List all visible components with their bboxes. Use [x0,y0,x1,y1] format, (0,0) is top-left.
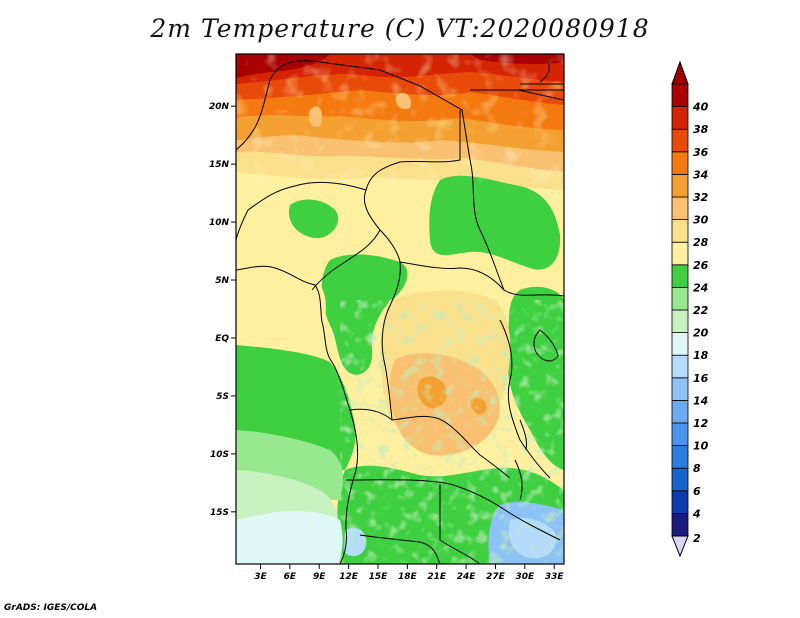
colorbar-label: 10 [693,440,709,453]
colorbar-swatch [671,490,689,514]
lon-tick-label: 15E [369,572,389,582]
country-borders [236,60,564,564]
colorbar-swatch [671,445,689,469]
colorbar-label: 24 [693,281,708,294]
colorbar-swatch [671,399,689,424]
colorbar-label: 6 [693,485,701,498]
texture-green [340,300,564,564]
colorbar-swatch [671,513,689,537]
contour-22-24-north [429,175,561,270]
colorbar-swatch [671,196,689,221]
map-frame [235,53,565,565]
colorbar-label: 12 [693,417,709,430]
lon-tick-label: 6E [284,572,297,582]
lat-tick-label: EQ [215,334,229,344]
colorbar-label: 32 [693,191,709,204]
colorbar-label: 4 [692,507,701,520]
colorbar-swatch [671,241,689,266]
lon-tick-label: 18E [398,572,418,582]
colorbar-over-arrow [671,60,689,85]
colorbar-label: 34 [693,168,708,181]
grads-credit: GrADS: IGES/COLA [4,603,98,613]
lat-tick-label: 10N [209,218,230,228]
colorbar-swatch [671,83,689,108]
texture-north [236,54,564,184]
colorbar-label: 26 [693,259,709,272]
lat-tick-label: 15N [209,160,230,170]
colorbar-label: 18 [693,349,709,362]
colorbar-swatch [671,151,689,175]
colorbar-label: 28 [693,236,709,249]
colorbar-label: 38 [693,123,709,136]
lon-tick-label: 9E [313,572,326,582]
lon-tick-label: 27E [486,572,506,582]
colorbar-swatch [671,219,689,243]
ocean-16-18 [236,510,343,564]
colorbar-swatch [671,106,689,130]
colorbar-swatch [671,422,689,447]
colorbar-label: 36 [693,146,709,159]
lon-tick-label: 21E [427,572,447,582]
lat-tick-label: 15S [210,508,229,518]
contour-22-24-west [288,199,339,239]
colorbar-swatch [671,286,689,311]
colorbar-swatch [671,128,689,153]
map-title: 2m Temperature (C) VT:2020080918 [150,14,650,43]
map-plot-area [236,54,564,564]
colorbar-label: 22 [693,304,709,317]
colorbar-label: 16 [693,372,709,385]
ocean-west-24 [236,268,326,345]
lon-tick-label: 3E [254,572,267,582]
colorbar-swatch [671,377,689,401]
colorbar-label: 2 [693,532,701,545]
colorbar-swatch [671,354,689,379]
colorbar-label: 8 [693,462,701,475]
lat-tick-label: 10S [210,450,229,460]
lat-tick-label: 20N [209,102,230,112]
colorbar-label: 30 [693,214,709,227]
colorbar-under-arrow [671,535,689,558]
colorbar-swatch [671,332,689,356]
lon-tick-label: 12E [339,572,359,582]
colorbar-swatch [671,467,689,492]
lat-tick-label: 5N [215,276,229,286]
lon-tick-label: 33E [545,572,565,582]
colorbar-swatch [671,309,689,334]
lat-tick-label: 5S [216,392,229,402]
lon-tick-label: 30E [515,572,535,582]
lat-axis: 20N 15N 10N 5N EQ 5S 10S 15S [209,102,236,518]
lon-tick-label: 24E [457,572,477,582]
lon-axis: 3E 6E 9E 12E 15E 18E 21E 24E 27E 30E 33E [254,564,564,582]
colorbar-label: 40 [692,101,709,114]
colorbar-label: 20 [693,327,709,340]
colorbar-label: 14 [693,394,708,407]
colorbar-swatch [671,264,689,288]
colorbar-swatch [671,173,689,198]
